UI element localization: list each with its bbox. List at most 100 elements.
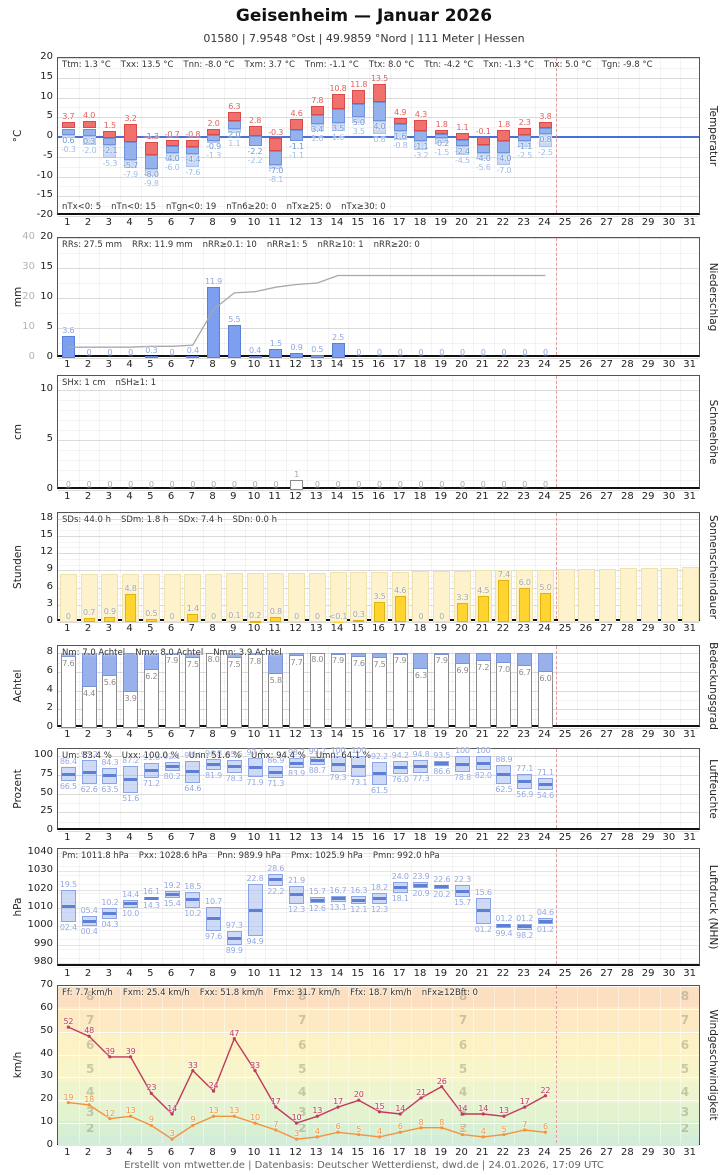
x-tick-label: 20 bbox=[455, 623, 468, 634]
grid-day-line bbox=[659, 849, 661, 964]
stat-item: Txx: 13.5 °C bbox=[120, 60, 174, 70]
grid-day-line bbox=[659, 513, 661, 619]
grid-minor-line bbox=[58, 470, 699, 471]
temp-bar-ground bbox=[82, 135, 96, 145]
grid-day-line bbox=[597, 376, 599, 487]
sunshine-value-label: 0 bbox=[169, 612, 175, 621]
temp-bar-max bbox=[103, 131, 117, 139]
humidity-min-label: 81.9 bbox=[205, 770, 223, 780]
humidity-mean-band bbox=[310, 759, 324, 763]
grid-day-line bbox=[244, 513, 246, 619]
grid-minor-line bbox=[58, 480, 699, 481]
humidity-max-label: 84.3 bbox=[101, 758, 119, 768]
axis-unit-label: °C bbox=[12, 129, 24, 143]
x-tick-label: 1 bbox=[64, 491, 71, 502]
grid-minor-line bbox=[58, 440, 699, 441]
pressure-max-label: 19.2 bbox=[163, 881, 181, 891]
x-tick-label: 10 bbox=[247, 832, 261, 843]
x-tick-label: 16 bbox=[372, 623, 385, 634]
temp-min-label: 5.0 bbox=[352, 118, 365, 128]
temp-ground-label: -7.9 bbox=[123, 169, 138, 179]
humidity-max-label: 100 bbox=[330, 746, 346, 756]
humidity-mean-band bbox=[331, 762, 345, 766]
grid-day-line bbox=[389, 646, 391, 725]
wind-mean-point bbox=[357, 1132, 361, 1137]
cloud-bar bbox=[206, 653, 222, 728]
humidity-max-label: 97.4 bbox=[246, 748, 264, 758]
wind-mean-label: 4 bbox=[314, 1126, 320, 1136]
grid-minor-line bbox=[58, 930, 699, 932]
temp-min-label: -2.1 bbox=[102, 146, 118, 156]
x-tick-label: 14 bbox=[330, 359, 344, 370]
pressure-max-label: 21.9 bbox=[288, 876, 306, 886]
wind-mean-point bbox=[170, 1137, 174, 1141]
x-tick-label: 29 bbox=[641, 968, 655, 979]
cloud-clear-fill bbox=[268, 653, 284, 674]
grid-minor-line bbox=[58, 948, 699, 950]
grid-day-line bbox=[597, 58, 599, 213]
grid-minor-line bbox=[58, 400, 699, 401]
daylight-background-bar bbox=[640, 567, 658, 622]
x-tick-label: 9 bbox=[230, 359, 237, 370]
x-tick-label: 27 bbox=[600, 729, 614, 740]
y-tick-label: 8 bbox=[46, 646, 53, 658]
grid-day-line bbox=[472, 58, 474, 213]
wind-mean-label: 5 bbox=[356, 1124, 362, 1134]
x-tick-label: 7 bbox=[188, 623, 195, 634]
y-tick-label: 15 bbox=[40, 261, 53, 272]
grid-day-line bbox=[680, 646, 682, 725]
x-tick-label: 2 bbox=[84, 1147, 92, 1158]
x-tick-label: 4 bbox=[126, 832, 133, 843]
beaufort-band bbox=[58, 1134, 699, 1146]
grid-day-line bbox=[223, 513, 225, 619]
humidity-min-label: 79.3 bbox=[329, 772, 347, 782]
x-tick-label: 1 bbox=[64, 359, 71, 370]
temp-max-label: -0.8 bbox=[185, 130, 201, 140]
temp-bar-max bbox=[310, 106, 324, 115]
temp-min-label: -7.0 bbox=[268, 165, 284, 175]
x-tick-label: 11 bbox=[268, 491, 282, 502]
grid-day-line bbox=[223, 376, 225, 487]
x-tick-label: 16 bbox=[372, 217, 385, 228]
x-tick-label: 3 bbox=[105, 968, 113, 979]
x-tick-label: 13 bbox=[309, 623, 323, 634]
x-tick-label: 9 bbox=[230, 729, 237, 740]
x-tick-label: 24 bbox=[538, 359, 551, 370]
grid-day-line bbox=[659, 749, 661, 828]
pressure-mean-band bbox=[352, 898, 366, 902]
y-tick-label: 15 bbox=[40, 70, 53, 82]
stat-item: nRR≥20: 0 bbox=[373, 240, 420, 250]
cloud-clear-fill bbox=[537, 653, 553, 673]
grid-day-line bbox=[452, 646, 454, 725]
y-tick-label: 0 bbox=[46, 483, 53, 494]
grid-day-line bbox=[78, 238, 80, 355]
y-tick-label: 0 bbox=[46, 615, 53, 626]
grid-minor-line bbox=[58, 328, 699, 329]
x-tick-label: 25 bbox=[558, 1147, 572, 1158]
stat-item: Pnn: 989.9 hPa bbox=[217, 851, 282, 861]
pressure-min-label: 00.4 bbox=[80, 926, 98, 936]
cloud-clear-fill bbox=[517, 653, 533, 666]
y-tick-label: 1010 bbox=[27, 901, 53, 912]
grid-day-line bbox=[120, 646, 122, 725]
x-tick-label: 28 bbox=[621, 968, 634, 979]
pressure-max-label: 18.5 bbox=[184, 882, 202, 892]
stat-item: Tnn: -8.0 °C bbox=[183, 60, 235, 70]
precip-value-label: 0.4 bbox=[248, 345, 262, 355]
pressure-mean-band bbox=[165, 893, 179, 897]
x-tick-label: 21 bbox=[475, 1147, 489, 1158]
grid-day-line bbox=[576, 376, 578, 487]
temp-bar-min bbox=[186, 147, 200, 155]
wind-gust-label: 22 bbox=[540, 1085, 551, 1095]
wind-gust-label: 17 bbox=[519, 1097, 530, 1107]
grid-day-line bbox=[431, 58, 433, 213]
wind-mean-label: 8 bbox=[418, 1117, 424, 1127]
cloud-clear-fill bbox=[123, 653, 139, 692]
cloud-clear-fill bbox=[247, 653, 263, 656]
grid-day-line bbox=[203, 986, 205, 1143]
stats-row: Pm: 1011.8 hPa Pxx: 1028.6 hPa Pnn: 989.9 … bbox=[62, 851, 440, 861]
wind-mean-label: 13 bbox=[125, 1106, 136, 1116]
humidity-max-label: 100 bbox=[455, 746, 470, 756]
stat-item: nRR≥1: 5 bbox=[266, 240, 308, 250]
cloud-value-label: 5.8 bbox=[269, 675, 282, 685]
